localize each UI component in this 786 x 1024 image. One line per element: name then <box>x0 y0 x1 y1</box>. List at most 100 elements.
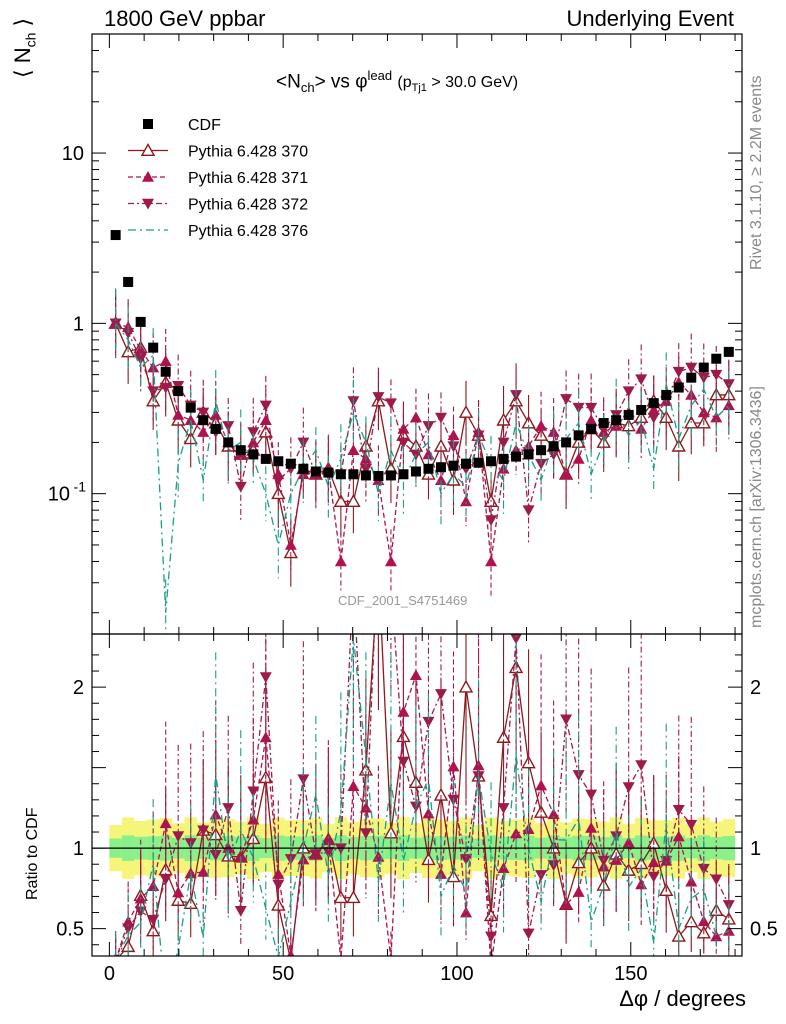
data-point <box>110 230 121 241</box>
legend-label: CDF <box>188 117 221 134</box>
data-point <box>310 466 321 477</box>
data-point <box>547 449 560 461</box>
data-point <box>610 419 623 431</box>
data-point <box>159 355 172 366</box>
legend-label: Pythia 6.428 371 <box>188 170 308 187</box>
ratio-point <box>710 874 723 886</box>
data-point <box>222 421 235 432</box>
ratio-point <box>297 774 310 786</box>
ratio-y-tick-label: 0.5 <box>56 919 84 941</box>
data-point <box>247 427 260 439</box>
legend-item: Pythia 6.428 376 <box>128 223 308 240</box>
data-point <box>135 316 146 327</box>
ratio-point <box>485 962 497 973</box>
data-point <box>272 475 285 487</box>
legend-marker <box>142 198 154 210</box>
data-point <box>673 382 684 393</box>
ratio-point <box>272 868 285 879</box>
main-ylabel: ⟨ Nch ⟩ <box>10 17 39 78</box>
data-point <box>184 414 197 426</box>
ratio-point <box>547 808 560 820</box>
data-point <box>697 372 710 384</box>
ratio-point <box>497 803 510 814</box>
data-point <box>284 538 297 550</box>
ratio-point <box>159 874 172 886</box>
ratio-point <box>389 952 393 956</box>
ratio-point <box>122 923 135 935</box>
data-point <box>561 437 572 448</box>
data-point <box>397 437 410 449</box>
ratio-point <box>710 930 723 942</box>
data-point <box>497 437 510 449</box>
data-point <box>623 409 634 420</box>
ratio-point <box>684 914 699 928</box>
data-point <box>334 555 347 567</box>
legend-item: CDF <box>143 117 221 134</box>
data-point <box>686 372 697 383</box>
ratio-point <box>409 669 422 681</box>
data-point <box>147 386 160 398</box>
ratio-y-tick-label: 1 <box>73 838 84 860</box>
ratio-point <box>485 931 498 943</box>
ratio-series-4 <box>115 634 730 956</box>
data-point <box>573 430 584 441</box>
ratio-point <box>622 782 635 794</box>
ratio-point <box>372 559 384 570</box>
ratio-point <box>247 786 260 798</box>
data-point <box>586 423 597 434</box>
ratio-point <box>522 928 535 940</box>
data-point <box>636 404 647 415</box>
ratio-ylabel: Ratio to CDF <box>24 807 41 900</box>
data-point <box>348 469 359 480</box>
data-point <box>635 374 648 386</box>
y-tick-exponent: -1 <box>74 479 87 495</box>
data-point <box>723 346 734 357</box>
data-point <box>210 423 221 434</box>
data-point <box>333 494 349 507</box>
ratio-point <box>372 535 384 546</box>
data-point <box>485 555 498 567</box>
legend-item: Pythia 6.428 371 <box>128 170 308 187</box>
ratio-y-tick-label: 2 <box>73 677 84 699</box>
ratio-point <box>159 817 172 829</box>
ratio-point <box>309 849 322 861</box>
data-point <box>698 362 709 373</box>
legend-label: Pythia 6.428 372 <box>188 197 308 214</box>
data-point <box>335 469 346 480</box>
data-point <box>173 386 184 397</box>
data-point <box>248 449 259 460</box>
ratio-point <box>597 855 610 867</box>
ratio-point <box>635 760 648 772</box>
data-point <box>372 392 385 403</box>
data-point <box>234 481 247 493</box>
data-point <box>661 389 672 400</box>
ratio-point <box>333 890 349 904</box>
ratio-point <box>422 716 435 728</box>
data-point <box>486 456 497 467</box>
data-point <box>548 441 559 452</box>
data-point <box>710 411 723 423</box>
ratio-point <box>259 731 272 743</box>
ratio-point <box>434 689 447 700</box>
data-point <box>685 362 698 374</box>
series-line <box>115 322 730 613</box>
legend-label: Pythia 6.428 376 <box>188 223 308 240</box>
data-point <box>385 470 396 481</box>
legend-marker <box>142 171 154 182</box>
data-point <box>522 505 535 517</box>
plot-title: <Nch> vs φlead (pTj1 > 30.0 GeV) <box>276 68 519 96</box>
data-point <box>511 451 522 462</box>
ratio-point <box>147 914 160 926</box>
ratio-y-tick-label-right: 0.5 <box>750 919 778 941</box>
header-right: Underlying Event <box>566 6 734 31</box>
mcplots-info: mcplots.cern.ch [arXiv:1306.3436] <box>748 386 765 628</box>
series-line <box>115 323 729 553</box>
main-series-group <box>108 230 736 634</box>
ratio-frame <box>91 633 743 957</box>
data-point <box>523 449 534 460</box>
ratio-point <box>339 953 343 956</box>
data-point <box>347 444 360 455</box>
data-point <box>409 411 422 423</box>
legend-item: Pythia 6.428 370 <box>128 143 308 161</box>
